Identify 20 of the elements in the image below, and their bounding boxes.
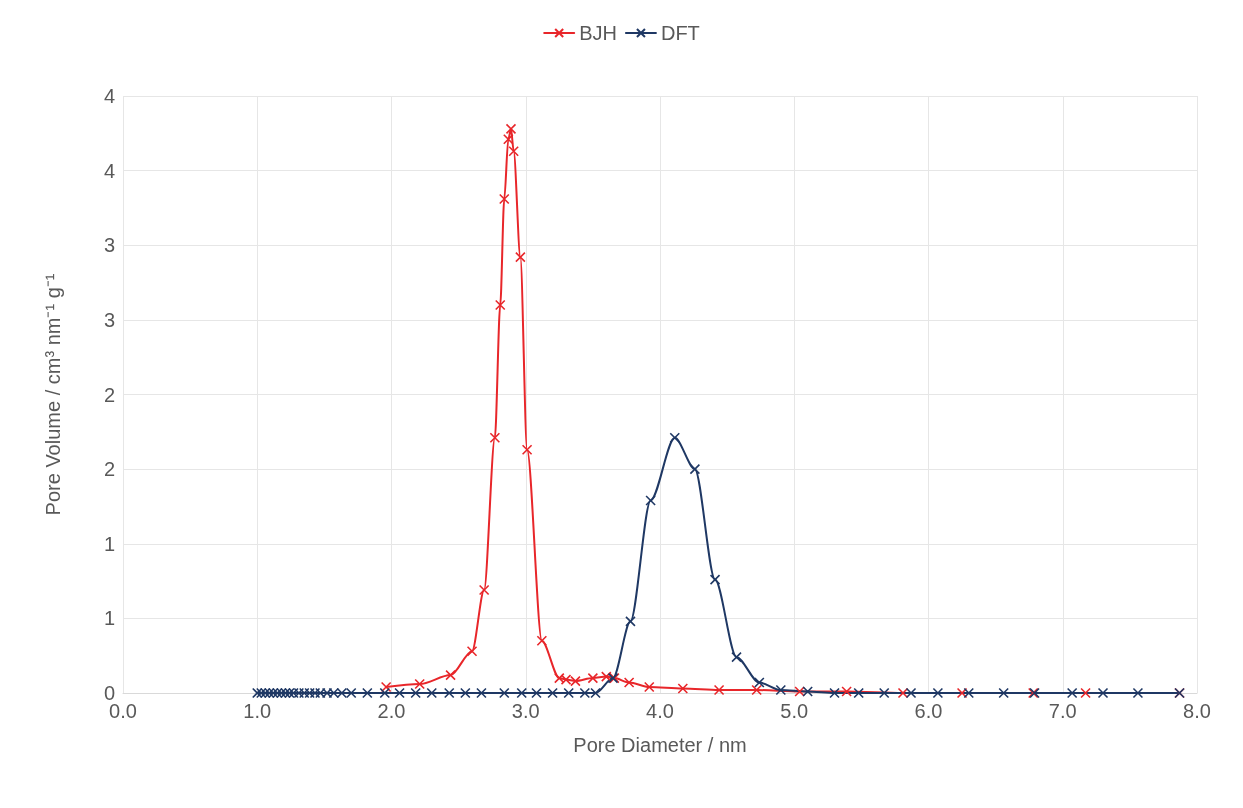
- x-axis-title: Pore Diameter / nm: [573, 734, 747, 756]
- y-tick-label: 1: [103, 607, 115, 630]
- x-tick-label: 5.0: [780, 700, 809, 722]
- x-tick-label: 8.0: [1183, 700, 1211, 722]
- x-tick-label: 3.0: [511, 700, 540, 722]
- x-tick-label: 2.0: [377, 700, 406, 722]
- y-tick-label: 3: [103, 234, 115, 257]
- y-tick-label: 2: [103, 383, 115, 406]
- x-tick-label: 4.0: [646, 700, 674, 722]
- y-tick-label: 1: [103, 532, 115, 555]
- y-axis-title: Pore Volume / cm³ nm⁻¹ g⁻¹: [42, 273, 64, 516]
- x-tick-label: 1.0: [243, 700, 272, 722]
- y-tick-label: 4: [103, 85, 115, 107]
- legend-label: DFT: [660, 22, 700, 44]
- x-tick-label: 6.0: [914, 700, 943, 722]
- legend-label: BJH: [579, 22, 617, 44]
- x-tick-label: 7.0: [1048, 700, 1077, 722]
- y-tick-label: 4: [103, 159, 115, 182]
- y-tick-label: 2: [103, 458, 115, 481]
- y-tick-label: 3: [103, 308, 115, 331]
